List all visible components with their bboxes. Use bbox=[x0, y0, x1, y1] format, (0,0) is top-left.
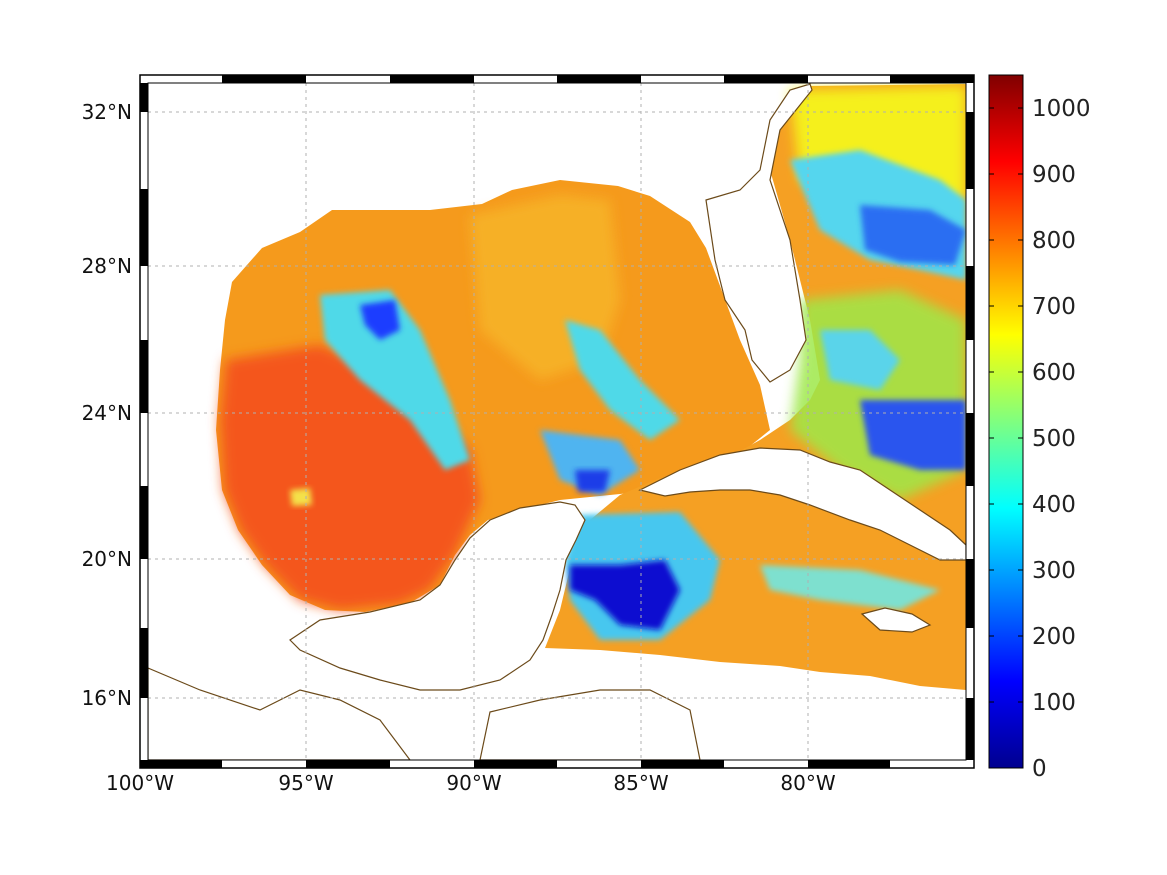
lon-label-90w: 90°W bbox=[446, 771, 501, 795]
florida-peninsula bbox=[705, 83, 813, 383]
colorbar-label-800: 800 bbox=[1032, 228, 1076, 254]
lat-label-16n: 16°N bbox=[82, 686, 132, 710]
lat-label-32n: 32°N bbox=[82, 100, 132, 124]
lon-label-80w: 80°W bbox=[780, 771, 835, 795]
latitude-labels: 32°N 28°N 24°N 20°N 16°N bbox=[82, 100, 132, 710]
colorbar-label-700: 700 bbox=[1032, 294, 1076, 320]
graticule bbox=[148, 83, 966, 760]
lat-label-28n: 28°N bbox=[82, 254, 132, 278]
jamaica-island bbox=[860, 607, 932, 633]
central-america bbox=[148, 667, 411, 760]
lat-label-24n: 24°N bbox=[82, 401, 132, 425]
colorbar-label-100: 100 bbox=[1032, 690, 1076, 716]
lon-label-100w: 100°W bbox=[106, 771, 174, 795]
land-masses bbox=[148, 83, 966, 760]
map-area bbox=[148, 83, 966, 760]
lat-label-20n: 20°N bbox=[82, 547, 132, 571]
colorbar-label-500: 500 bbox=[1032, 426, 1076, 452]
colorbar-label-900: 900 bbox=[1032, 162, 1076, 188]
colorbar-label-300: 300 bbox=[1032, 558, 1076, 584]
cuba-island bbox=[638, 447, 966, 561]
lon-label-95w: 95°W bbox=[278, 771, 333, 795]
longitude-labels: 100°W 95°W 90°W 85°W 80°W bbox=[106, 771, 836, 795]
colorbar-label-600: 600 bbox=[1032, 360, 1076, 386]
colorbar-label-0: 0 bbox=[1032, 756, 1047, 782]
map-frame bbox=[139, 74, 975, 769]
lon-label-85w: 85°W bbox=[613, 771, 668, 795]
colorbar-gradient bbox=[988, 74, 1024, 769]
colorbar: 1000 900 800 700 600 500 400 300 200 100… bbox=[988, 74, 1091, 782]
colorbar-label-400: 400 bbox=[1032, 492, 1076, 518]
colorbar-ticks bbox=[989, 107, 1023, 703]
low-value-patches bbox=[290, 150, 966, 640]
colorbar-label-1000: 1000 bbox=[1032, 96, 1091, 122]
colorbar-label-200: 200 bbox=[1032, 624, 1076, 650]
yucatan-peninsula bbox=[289, 501, 586, 691]
